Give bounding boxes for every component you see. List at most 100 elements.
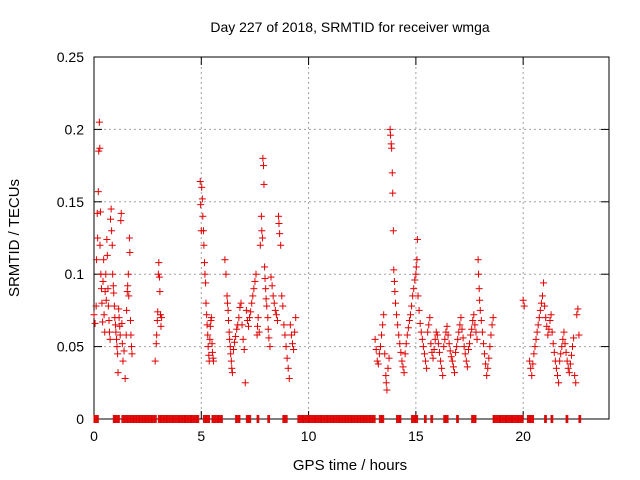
data-point bbox=[198, 183, 206, 191]
data-point bbox=[469, 317, 477, 325]
data-point bbox=[118, 340, 126, 348]
data-point bbox=[388, 169, 396, 177]
data-point bbox=[453, 343, 461, 351]
zero-value-band bbox=[267, 415, 271, 423]
data-point bbox=[467, 331, 475, 339]
data-point bbox=[93, 256, 101, 264]
data-point bbox=[395, 331, 403, 339]
data-point bbox=[484, 364, 492, 372]
zero-value-band bbox=[297, 415, 376, 423]
data-point bbox=[429, 354, 437, 362]
data-point bbox=[527, 364, 535, 372]
x-tick-label: 10 bbox=[301, 428, 317, 444]
data-point bbox=[262, 285, 270, 293]
data-point bbox=[291, 328, 299, 336]
data-point bbox=[411, 276, 419, 284]
data-point bbox=[373, 357, 381, 365]
data-point bbox=[374, 360, 382, 368]
data-point bbox=[561, 340, 569, 348]
data-point bbox=[231, 338, 239, 346]
data-point bbox=[446, 347, 454, 355]
data-point bbox=[571, 372, 579, 380]
data-point bbox=[117, 209, 125, 217]
data-point bbox=[118, 319, 126, 327]
data-point bbox=[203, 311, 211, 319]
data-point bbox=[569, 343, 577, 351]
zero-value-band bbox=[121, 415, 157, 423]
data-point bbox=[125, 234, 133, 242]
data-point bbox=[400, 369, 408, 377]
data-point bbox=[464, 345, 472, 353]
data-point bbox=[474, 256, 482, 264]
x-tick-label: 5 bbox=[197, 428, 205, 444]
data-point bbox=[199, 227, 207, 235]
data-point bbox=[284, 364, 292, 372]
data-point bbox=[96, 241, 104, 249]
data-point bbox=[448, 357, 456, 365]
data-point bbox=[127, 331, 135, 339]
data-point bbox=[452, 348, 460, 356]
data-point bbox=[558, 343, 566, 351]
data-point bbox=[94, 234, 102, 242]
data-point bbox=[110, 289, 118, 297]
data-point bbox=[381, 350, 389, 358]
data-point bbox=[427, 340, 435, 348]
data-point bbox=[462, 357, 470, 365]
data-point bbox=[208, 340, 216, 348]
data-point bbox=[198, 195, 206, 203]
x-tick-label: 0 bbox=[90, 428, 98, 444]
data-point bbox=[96, 208, 104, 216]
data-point bbox=[261, 263, 269, 271]
data-point bbox=[420, 350, 428, 358]
zero-value-band bbox=[430, 415, 434, 423]
data-point bbox=[457, 314, 465, 322]
data-point bbox=[387, 131, 395, 139]
data-point bbox=[109, 282, 117, 290]
data-point bbox=[197, 201, 205, 209]
data-point bbox=[96, 144, 104, 152]
zero-value-band bbox=[471, 415, 477, 423]
x-axis-label: GPS time / hours bbox=[293, 457, 407, 474]
data-point bbox=[408, 302, 416, 310]
data-point bbox=[236, 304, 244, 312]
data-point bbox=[372, 345, 380, 353]
data-point bbox=[485, 354, 493, 362]
data-point bbox=[154, 270, 162, 278]
data-point bbox=[114, 369, 122, 377]
zero-value-band bbox=[396, 415, 402, 423]
data-point bbox=[199, 212, 207, 220]
data-point bbox=[266, 343, 274, 351]
data-point bbox=[481, 350, 489, 358]
zero-value-band bbox=[235, 415, 241, 423]
data-point bbox=[99, 277, 107, 285]
data-point bbox=[418, 335, 426, 343]
data-point bbox=[519, 296, 527, 304]
data-point bbox=[567, 351, 575, 359]
data-point bbox=[110, 302, 118, 310]
data-point bbox=[248, 299, 256, 307]
data-point bbox=[547, 311, 555, 319]
data-point bbox=[434, 340, 442, 348]
data-point bbox=[391, 288, 399, 296]
data-point bbox=[483, 372, 491, 380]
data-point bbox=[423, 364, 431, 372]
data-point bbox=[264, 314, 272, 322]
data-point bbox=[459, 334, 467, 342]
data-point bbox=[223, 292, 231, 300]
data-point bbox=[422, 357, 430, 365]
data-point bbox=[402, 340, 410, 348]
data-point bbox=[401, 350, 409, 358]
data-point bbox=[104, 285, 112, 293]
data-point bbox=[486, 343, 494, 351]
data-point bbox=[242, 306, 250, 314]
data-point bbox=[574, 305, 582, 313]
data-point bbox=[550, 348, 558, 356]
data-point bbox=[152, 340, 160, 348]
zero-value-band bbox=[443, 415, 449, 423]
data-point bbox=[535, 314, 543, 322]
zero-value-band bbox=[565, 415, 569, 423]
data-point bbox=[529, 360, 537, 368]
data-point bbox=[566, 360, 574, 368]
data-point bbox=[287, 331, 295, 339]
